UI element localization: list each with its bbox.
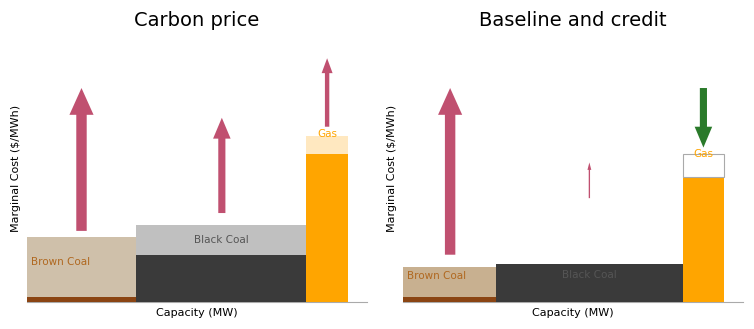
- FancyArrow shape: [213, 118, 231, 213]
- X-axis label: Capacity (MW): Capacity (MW): [156, 308, 238, 318]
- FancyArrow shape: [69, 88, 93, 231]
- Bar: [496, 264, 682, 302]
- Bar: [136, 255, 306, 302]
- Text: Gas: Gas: [317, 129, 337, 139]
- Text: Black Coal: Black Coal: [195, 235, 250, 245]
- FancyArrow shape: [694, 88, 713, 147]
- Bar: [403, 297, 496, 302]
- Bar: [26, 297, 136, 302]
- X-axis label: Capacity (MW): Capacity (MW): [532, 308, 614, 318]
- FancyArrow shape: [322, 58, 333, 127]
- Bar: [682, 177, 725, 302]
- Bar: [306, 154, 348, 302]
- Text: Brown Coal: Brown Coal: [31, 257, 90, 267]
- Text: Black Coal: Black Coal: [562, 270, 617, 280]
- Bar: [403, 267, 496, 297]
- Title: Carbon price: Carbon price: [134, 11, 259, 30]
- Bar: [682, 154, 725, 177]
- Title: Baseline and credit: Baseline and credit: [479, 11, 667, 30]
- Bar: [136, 225, 306, 255]
- FancyArrow shape: [438, 88, 462, 255]
- Text: Gas: Gas: [694, 148, 713, 159]
- Y-axis label: Marginal Cost ($/MWh): Marginal Cost ($/MWh): [388, 105, 397, 232]
- Bar: [26, 238, 136, 297]
- Y-axis label: Marginal Cost ($/MWh): Marginal Cost ($/MWh): [11, 105, 21, 232]
- Bar: [682, 154, 725, 177]
- Text: Brown Coal: Brown Coal: [407, 271, 467, 281]
- Bar: [306, 136, 348, 154]
- FancyArrow shape: [587, 163, 591, 198]
